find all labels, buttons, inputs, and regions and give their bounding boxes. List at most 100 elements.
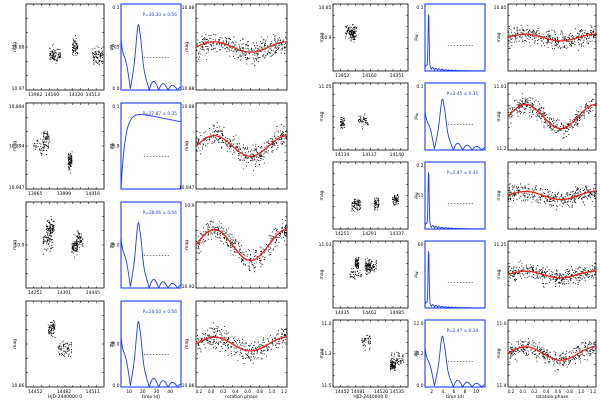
light-curve-panel bbox=[332, 3, 409, 72]
tick-label: 0.0 bbox=[112, 383, 119, 389]
light-curve-points bbox=[344, 24, 358, 43]
y-axis-label: mag bbox=[185, 141, 190, 151]
axis-ticks bbox=[508, 83, 596, 150]
y-axis-label: mag bbox=[13, 240, 18, 250]
tick-label: 14462 bbox=[362, 310, 376, 316]
y-axis-label: mag bbox=[320, 269, 325, 279]
x-axis-label: time (d) bbox=[142, 394, 160, 400]
periodogram-panel bbox=[424, 82, 486, 151]
y-axis-label: mag bbox=[185, 42, 190, 52]
tick-label: 14160 bbox=[45, 92, 59, 98]
y-axis-label: Pw bbox=[414, 34, 420, 41]
tick-label: 14435 bbox=[335, 310, 349, 316]
tick-label: 2 bbox=[430, 389, 433, 395]
tick-label: 0.6 bbox=[555, 389, 562, 394]
period-annotation: P=2.45 ± 0.31 bbox=[447, 91, 479, 97]
axis-ticks bbox=[333, 4, 408, 71]
y-axis-label: Pw bbox=[110, 43, 116, 50]
tick-label: 30 bbox=[154, 389, 160, 395]
x-axis-label: rotation phase bbox=[225, 394, 258, 400]
tick-label: 11.05 bbox=[319, 84, 332, 90]
tick-label: 0.05 bbox=[109, 45, 119, 51]
tick-label: 10.88 bbox=[12, 45, 25, 51]
tick-label: 10.9 bbox=[109, 144, 119, 150]
tick-label: 4 bbox=[441, 389, 444, 395]
y-axis-label: mag bbox=[185, 240, 190, 250]
axis-ticks bbox=[508, 4, 596, 71]
sine-fit-curve bbox=[507, 190, 597, 201]
x-axis-label: HJD-2440000.0 bbox=[353, 394, 387, 400]
x-axis-label: time (d) bbox=[446, 394, 464, 400]
tick-label: 0.1 bbox=[416, 84, 423, 90]
tick-label: 0.8 bbox=[257, 389, 264, 394]
tick-label: 10.85 bbox=[319, 5, 332, 11]
tick-label: 0.4 bbox=[543, 389, 550, 394]
tick-label: 1.0 bbox=[578, 389, 585, 394]
light-curve-panel bbox=[25, 201, 105, 289]
axis-ticks bbox=[333, 320, 408, 387]
axis-ticks bbox=[333, 241, 408, 308]
periodogram-panel bbox=[120, 102, 182, 190]
tick-label: 13962 bbox=[28, 92, 42, 98]
tick-label: 10.86 bbox=[182, 383, 195, 389]
axis-ticks bbox=[26, 103, 104, 189]
tick-label: 1.2 bbox=[590, 389, 597, 394]
y-axis-label: Pw bbox=[414, 192, 420, 199]
sine-fit-curve bbox=[195, 336, 288, 352]
axis-ticks bbox=[333, 83, 408, 150]
y-axis-label: mag bbox=[185, 339, 190, 349]
tick-label: 0.1 bbox=[416, 5, 423, 11]
tick-label: 10.894 bbox=[9, 104, 25, 110]
tick-label: 14452 bbox=[28, 389, 42, 395]
y-axis-label: mag bbox=[497, 269, 502, 279]
tick-label: 0.0 bbox=[416, 383, 423, 389]
tick-label: 0.2 bbox=[196, 389, 203, 394]
tick-label: 0.2 bbox=[508, 389, 515, 394]
tick-label: 10.97 bbox=[12, 86, 25, 92]
tick-label: 10.9 bbox=[14, 243, 24, 249]
y-axis-label: mag bbox=[13, 141, 18, 151]
axis-ticks bbox=[196, 103, 287, 189]
tick-label: 14137 bbox=[362, 152, 376, 158]
sine-fit-curve bbox=[195, 135, 288, 157]
tick-label: 11.0 bbox=[321, 321, 331, 327]
tick-label: 11.03 bbox=[319, 242, 332, 248]
light-curve-points bbox=[42, 216, 84, 258]
tick-label: 11.03 bbox=[494, 84, 507, 90]
tick-label: 10.947 bbox=[9, 185, 25, 191]
phase-points bbox=[196, 121, 288, 172]
tick-label: 10.88 bbox=[182, 5, 195, 11]
y-axis-label: mag bbox=[497, 111, 502, 121]
tick-label: 10.2 bbox=[413, 351, 423, 357]
x-axis-label: HJD-2440000.0 bbox=[48, 394, 82, 400]
tick-label: 13965 bbox=[28, 191, 42, 197]
phase-points bbox=[509, 338, 597, 372]
sine-fit-curve bbox=[507, 103, 597, 130]
tick-label: 10 bbox=[473, 389, 479, 395]
tick-label: 14337 bbox=[390, 231, 404, 237]
y-axis-label: Pw bbox=[414, 350, 420, 357]
phase-panel bbox=[195, 102, 288, 190]
light-curve-points bbox=[351, 193, 400, 213]
tick-label: 10.894 bbox=[9, 144, 25, 150]
tick-label: 0.0 bbox=[208, 389, 215, 394]
tick-label: 14513 bbox=[86, 92, 100, 98]
tick-label: 14301 bbox=[57, 290, 71, 296]
light-curve-points bbox=[33, 130, 73, 174]
phase-panel bbox=[195, 201, 288, 289]
periodogram-panel bbox=[424, 161, 486, 230]
tick-label: 14445 bbox=[86, 290, 100, 296]
tick-label: 14320 bbox=[69, 92, 83, 98]
light-curve-points bbox=[340, 113, 370, 130]
tick-label: 0.4 bbox=[232, 389, 239, 394]
axis-ticks bbox=[508, 241, 596, 308]
light-curve-panel bbox=[25, 3, 105, 91]
tick-label: 11.0 bbox=[496, 321, 506, 327]
y-axis-label: mag bbox=[320, 32, 325, 42]
tick-label: 10.85 bbox=[494, 5, 507, 11]
light-curve-panel bbox=[332, 82, 409, 151]
tick-label: 14485 bbox=[390, 310, 404, 316]
sine-fit-curve bbox=[507, 33, 597, 42]
axis-ticks bbox=[196, 301, 287, 387]
